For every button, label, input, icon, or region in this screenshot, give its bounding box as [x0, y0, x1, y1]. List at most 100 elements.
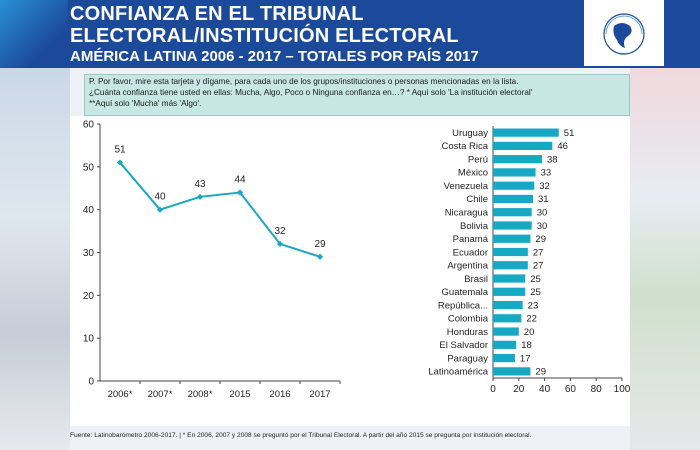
bar — [493, 340, 517, 349]
category-label: Uruguay — [452, 128, 488, 139]
bar-value-label: 23 — [528, 300, 539, 311]
x-tick-label: 2015 — [229, 389, 250, 400]
y-tick-label: 30 — [83, 248, 95, 259]
logo-emblem-icon — [603, 13, 645, 55]
data-point — [316, 253, 324, 260]
y-tick-label: 40 — [83, 205, 95, 216]
bar — [493, 208, 532, 217]
latinobarometro-logo — [584, 0, 664, 66]
data-point — [196, 193, 204, 200]
bar — [493, 353, 515, 363]
y-tick-label: 0 — [88, 377, 94, 388]
series-line — [119, 161, 321, 258]
source-footnote: Fuente: Latinobarómetro 2006-2017. | * E… — [70, 432, 532, 439]
bar — [493, 194, 533, 204]
bar — [493, 181, 535, 190]
data-label: 44 — [234, 175, 246, 186]
question-line-1: P. Por favor, mire esta tarjeta y dígame… — [89, 77, 519, 86]
x-tick-label: 2007* — [148, 389, 173, 400]
bar-value-label: 33 — [541, 168, 552, 179]
data-label: 51 — [114, 145, 126, 156]
category-label: Honduras — [447, 327, 488, 338]
category-label: Bolivia — [460, 221, 489, 232]
bar-value-label: 27 — [533, 247, 544, 258]
bar-value-label: 20 — [524, 327, 535, 338]
bar-value-label: 31 — [538, 194, 549, 205]
bar-value-label: 25 — [530, 287, 541, 298]
bar — [493, 287, 526, 296]
category-label: Perú — [468, 154, 488, 165]
bar — [493, 314, 522, 323]
bar-value-label: 29 — [535, 234, 546, 245]
bar — [493, 141, 553, 151]
bar — [493, 168, 536, 177]
bar — [493, 327, 519, 336]
y-tick-label: 10 — [83, 334, 95, 345]
bar-chart: 0 20 40 60 80 100 Uruguay 51 Costa Rica 46 Perú 38 M… — [428, 126, 630, 395]
category-label: Colombia — [448, 314, 489, 325]
x-tick-label: 60 — [565, 384, 577, 395]
category-label: Venezuela — [444, 181, 489, 192]
page-title: CONFIANZA EN EL TRIBUNAL ELECTORAL/INSTI… — [70, 3, 590, 47]
x-tick-label: 0 — [490, 384, 496, 395]
bar-value-label: 30 — [537, 221, 548, 232]
bar-value-label: 27 — [533, 261, 544, 272]
data-label: 40 — [154, 192, 166, 203]
bar-value-label: 46 — [557, 141, 568, 152]
category-label: Latinoamérica — [428, 367, 488, 378]
bar-value-label: 22 — [526, 314, 537, 325]
category-label: Chile — [466, 194, 488, 205]
x-tick-label: 2017 — [309, 389, 330, 400]
bar-value-label: 25 — [530, 274, 541, 285]
question-line-2: ¿Cuánta confianza tiene usted en ellas: … — [89, 88, 533, 97]
bar — [493, 234, 531, 243]
data-label: 43 — [194, 179, 206, 190]
category-label: Nicaragua — [445, 208, 489, 219]
category-label: Ecuador — [453, 247, 488, 258]
bar — [493, 128, 559, 137]
bar — [493, 221, 532, 230]
background-right — [630, 60, 700, 450]
header-accent — [0, 0, 68, 68]
title-line-1: CONFIANZA EN EL TRIBUNAL — [70, 3, 364, 25]
category-label: México — [458, 168, 488, 179]
bar — [493, 155, 543, 164]
bar-value-label: 18 — [521, 340, 532, 351]
question-line-3: **Aquí solo 'Mucha' más 'Algo'. — [89, 99, 202, 108]
y-tick-label: 20 — [83, 291, 95, 302]
header-banner: CONFIANZA EN EL TRIBUNAL ELECTORAL/INSTI… — [0, 0, 700, 68]
bar-value-label: 32 — [539, 181, 550, 192]
x-tick-label: 2008* — [188, 389, 213, 400]
bar — [493, 261, 528, 270]
bar — [493, 300, 523, 310]
charts-panel: 0 10 20 30 40 50 60 2006* 2007* 2008* 2015 2016 2017… — [70, 116, 630, 426]
y-tick-label: 50 — [83, 162, 95, 173]
x-tick-label: 20 — [513, 384, 525, 395]
category-label: Argentina — [447, 261, 488, 272]
bar-value-label: 29 — [535, 367, 546, 378]
bar — [493, 274, 526, 283]
y-tick-label: 60 — [83, 120, 95, 131]
data-point — [236, 189, 244, 196]
category-label: Paraguay — [447, 353, 488, 364]
category-label: Brasil — [464, 274, 488, 285]
category-label: El Salvador — [439, 340, 488, 351]
category-label: Guatemala — [442, 287, 489, 298]
background-left — [0, 60, 70, 450]
x-tick-label: 2016 — [269, 389, 290, 400]
x-tick-label: 40 — [539, 384, 551, 395]
bar-value-label: 38 — [547, 154, 558, 165]
bar-value-label: 17 — [520, 353, 531, 364]
data-label: 32 — [274, 226, 286, 237]
survey-question: P. Por favor, mire esta tarjeta y dígame… — [84, 74, 630, 116]
category-label: Costa Rica — [442, 141, 489, 152]
bar-value-label: 30 — [537, 208, 548, 219]
category-label: República... — [438, 300, 488, 311]
x-tick-label: 80 — [591, 384, 603, 395]
page-subtitle: AMÉRICA LATINA 2006 - 2017 – TOTALES POR… — [70, 48, 479, 65]
line-chart: 0 10 20 30 40 50 60 2006* 2007* 2008* 2015 2016 2017… — [83, 120, 341, 400]
category-label: Panamá — [453, 234, 489, 245]
bar-value-label: 51 — [564, 128, 575, 139]
bar — [493, 367, 531, 376]
bar — [493, 247, 528, 257]
